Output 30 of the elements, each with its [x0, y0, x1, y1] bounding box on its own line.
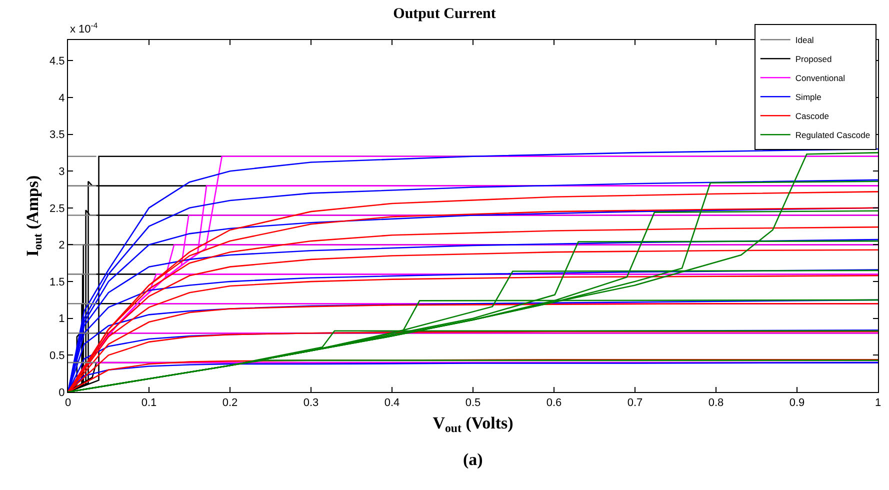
x-tick-label: 0.1 — [141, 397, 157, 410]
x-tick-label: 1 — [874, 397, 882, 410]
legend-label: Conventional — [795, 72, 846, 83]
y-tick-label: 2 — [58, 240, 65, 252]
legend-label: Ideal — [795, 34, 814, 45]
y-tick-label: 4 — [58, 92, 65, 104]
x-tick-label: 0.9 — [789, 397, 805, 410]
x-tick-label: 0.2 — [222, 397, 238, 410]
legend-label: Proposed — [795, 54, 832, 64]
y-tick-label: 0.5 — [50, 350, 65, 362]
y-tick-label: 3.5 — [50, 129, 65, 142]
legend-label: Simple — [795, 92, 822, 102]
y-tick-label: 0 — [58, 386, 65, 399]
y-tick-label: 2.5 — [50, 202, 65, 215]
x-tick-label: 0.4 — [384, 397, 400, 410]
legend-label: Regulated Cascode — [795, 130, 870, 140]
legend-label: Cascode — [795, 110, 830, 121]
y-tick-label: 1 — [58, 313, 65, 326]
text: (a) — [463, 450, 483, 469]
x-tick-label: 0.7 — [627, 397, 643, 410]
x-tick-label: 0.3 — [303, 397, 319, 410]
text: x 10$^{-4}$ — [70, 21, 98, 36]
y-tick-label: 4.5 — [50, 55, 65, 68]
y-tick-label: 3 — [58, 166, 65, 178]
x-tick-label: 0.8 — [708, 397, 724, 410]
x-tick-label: 0.5 — [465, 397, 481, 410]
x-axis-title: V$_{out}$ (Volts) — [432, 414, 514, 436]
y-tick-label: 1.5 — [50, 276, 65, 288]
x-tick-label: 0.6 — [546, 397, 562, 410]
chart-title: Output Current — [393, 6, 496, 22]
